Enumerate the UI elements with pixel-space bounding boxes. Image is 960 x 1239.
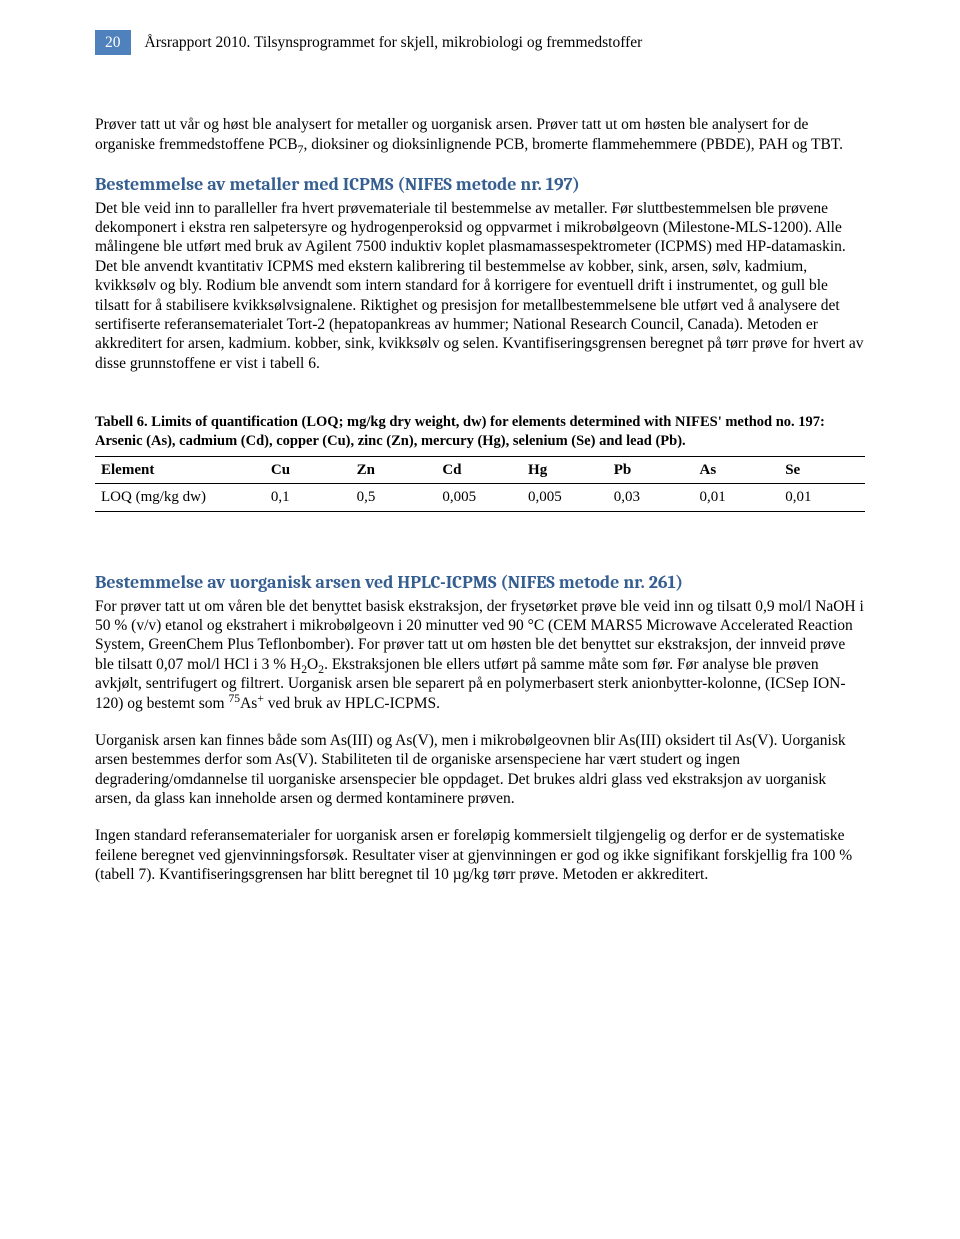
table-cell: 0,01 [779,484,865,512]
table-cell: 0,1 [265,484,351,512]
section2-p1: For prøver tatt ut om våren ble det beny… [95,597,865,713]
table-col-header: Cd [436,456,522,484]
table-col-header: Element [95,456,265,484]
table-cell: 0,01 [693,484,779,512]
table-row-label: LOQ (mg/kg dw) [95,484,265,512]
table-cell: 0,5 [351,484,437,512]
section2-p2: Uorganisk arsen kan finnes både som As(I… [95,731,865,809]
table-col-header: Cu [265,456,351,484]
table-header-row: Element Cu Zn Cd Hg Pb As Se [95,456,865,484]
section-heading-hplc: Bestemmelse av uorganisk arsen ved HPLC-… [95,572,865,595]
intro-paragraph: Prøver tatt ut vår og høst ble analysert… [95,115,865,154]
section2-p3: Ingen standard referansematerialer for u… [95,826,865,884]
table-6-caption: Tabell 6. Limits of quantification (LOQ;… [95,413,865,451]
table-col-header: Se [779,456,865,484]
section-heading-icpms: Bestemmelse av metaller med ICPMS (NIFES… [95,174,865,197]
section-body-icpms: Det ble veid inn to paralleller fra hver… [95,199,865,373]
page-header: 20 Årsrapport 2010. Tilsynsprogrammet fo… [95,30,865,55]
table-col-header: Zn [351,456,437,484]
table-col-header: Hg [522,456,608,484]
table-6: Element Cu Zn Cd Hg Pb As Se LOQ (mg/kg … [95,456,865,513]
table-col-header: Pb [608,456,694,484]
table-row: LOQ (mg/kg dw) 0,1 0,5 0,005 0,005 0,03 … [95,484,865,512]
header-title: Årsrapport 2010. Tilsynsprogrammet for s… [145,30,643,55]
table-cell: 0,03 [608,484,694,512]
table-col-header: As [693,456,779,484]
page-number-badge: 20 [95,30,131,55]
table-cell: 0,005 [436,484,522,512]
table-cell: 0,005 [522,484,608,512]
